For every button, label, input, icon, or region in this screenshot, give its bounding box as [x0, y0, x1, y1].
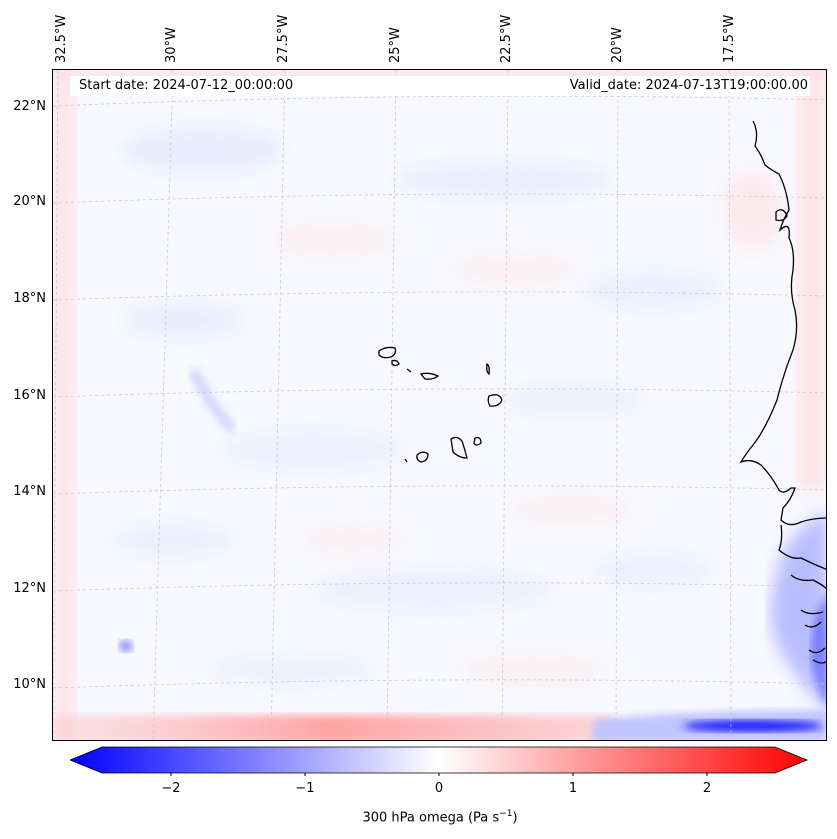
cabo-verde-islands [378, 346, 503, 463]
colorbar-label: 300 hPa omega (Pa s−1) [0, 809, 837, 825]
senegal-peninsula [775, 209, 788, 222]
field-left-edge [53, 70, 75, 740]
map-field [53, 70, 826, 740]
lon-label-22-5w: 22.5°W [499, 14, 514, 63]
field-blue-patches [113, 128, 723, 684]
colorbar-tick-minus1: −1 [295, 781, 315, 796]
field-right-edge [798, 70, 826, 490]
graticule [53, 70, 826, 740]
colorbar-ticks [170, 773, 708, 776]
lat-label-22n: 22°N [13, 99, 46, 114]
colorbar-tick-minus2: −2 [161, 781, 181, 796]
colorbar-label-close: ) [512, 810, 518, 826]
field-red-patches [273, 170, 783, 682]
lon-label-27-5w: 27.5°W [276, 14, 291, 63]
colorbar-tick-1: 1 [568, 781, 578, 796]
field-top-edge [53, 70, 826, 80]
african-coastline [739, 120, 826, 664]
lon-label-17-5w: 17.5°W [722, 14, 737, 63]
lat-label-10n: 10°N [13, 677, 46, 692]
start-date-label: Start date: 2024-07-12_00:00:00 [79, 78, 294, 93]
colorbar-label-main: 300 hPa omega (Pa s [362, 810, 500, 826]
valid-date-label: Valid_date: 2024-07-13T19:00:00.00 [569, 78, 808, 93]
field-bottom-red-band [53, 715, 613, 740]
lat-label-20n: 20°N [13, 194, 46, 209]
colorbar-tick-2: 2 [702, 781, 712, 796]
colorbar-tick-0: 0 [434, 781, 444, 796]
lat-label-18n: 18°N [13, 291, 46, 306]
lat-label-14n: 14°N [13, 484, 46, 499]
field-blue-core [683, 720, 823, 732]
colorbar [70, 746, 809, 776]
lat-label-12n: 12°N [13, 581, 46, 596]
lon-label-20w: 20°W [610, 27, 625, 63]
field-right-strong-blue [810, 593, 826, 707]
lon-label-25w: 25°W [388, 27, 403, 63]
lon-label-30w: 30°W [164, 27, 179, 63]
field-blue-streak [188, 367, 237, 434]
lon-label-32-5w: 32.5°W [54, 14, 69, 63]
header-background [70, 76, 810, 96]
field-blue-spot [119, 640, 133, 652]
map-panel [52, 69, 827, 741]
lat-label-16n: 16°N [13, 388, 46, 403]
colorbar-label-exp: −1 [499, 809, 513, 819]
colorbar-bar [70, 746, 809, 774]
